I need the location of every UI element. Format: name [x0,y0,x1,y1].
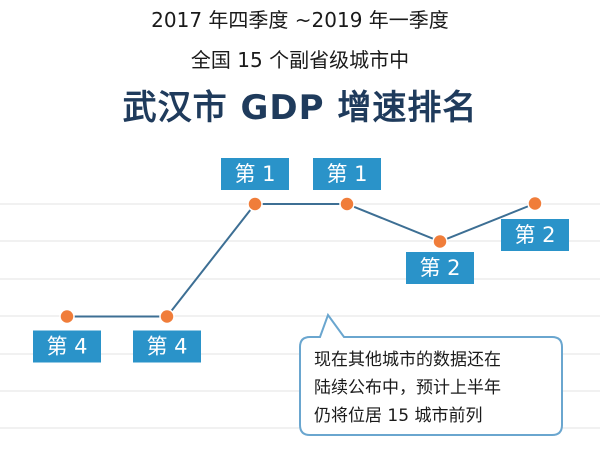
data-point-6 [527,195,543,212]
note-box [299,312,563,436]
data-point-3 [247,196,263,212]
rank-label-bg [133,330,201,363]
rank-label-bg [33,330,101,363]
data-point-2 [159,308,175,325]
data-point-1 [59,308,75,325]
subtitle-scope: 全国 15 个副省级城市中 [190,48,410,72]
data-point-5 [432,233,448,250]
rank-label-1: 第 4 [33,330,101,363]
rank-label-4: 第 1 [313,158,381,190]
rank-label-text: 第 4 [46,335,87,359]
rank-label-text: 第 2 [514,223,555,247]
data-points [59,195,543,325]
rank-label-text: 第 2 [419,256,460,280]
series-line [67,202,536,318]
rank-label-text: 第 4 [146,335,187,359]
rank-label-bg [406,252,474,284]
note-line-2: 陆续公布中，预计上半年 [314,378,501,398]
series-line-group [67,202,536,318]
rank-label-text: 第 1 [234,162,275,186]
rank-label-bg [313,158,381,190]
data-point-4 [339,196,355,212]
rank-labels: 第 4 第 4 第 1 第 1 第 2 第 2 [33,158,569,363]
note-line-1: 现在其他城市的数据还在 [314,350,501,370]
rank-label-6: 第 2 [501,219,569,251]
rank-label-2: 第 4 [133,330,201,363]
rank-label-3: 第 1 [221,158,289,190]
subtitle-period: 2017 年四季度 ~2019 年一季度 [151,8,449,32]
rank-label-5: 第 2 [406,252,474,284]
rank-label-text: 第 1 [326,162,367,186]
rank-label-bg [221,158,289,190]
chart-title: 武汉市 GDP 增速排名 [122,88,478,128]
rank-label-bg [501,219,569,251]
note-line-3: 仍将位居 15 城市前列 [314,406,482,426]
